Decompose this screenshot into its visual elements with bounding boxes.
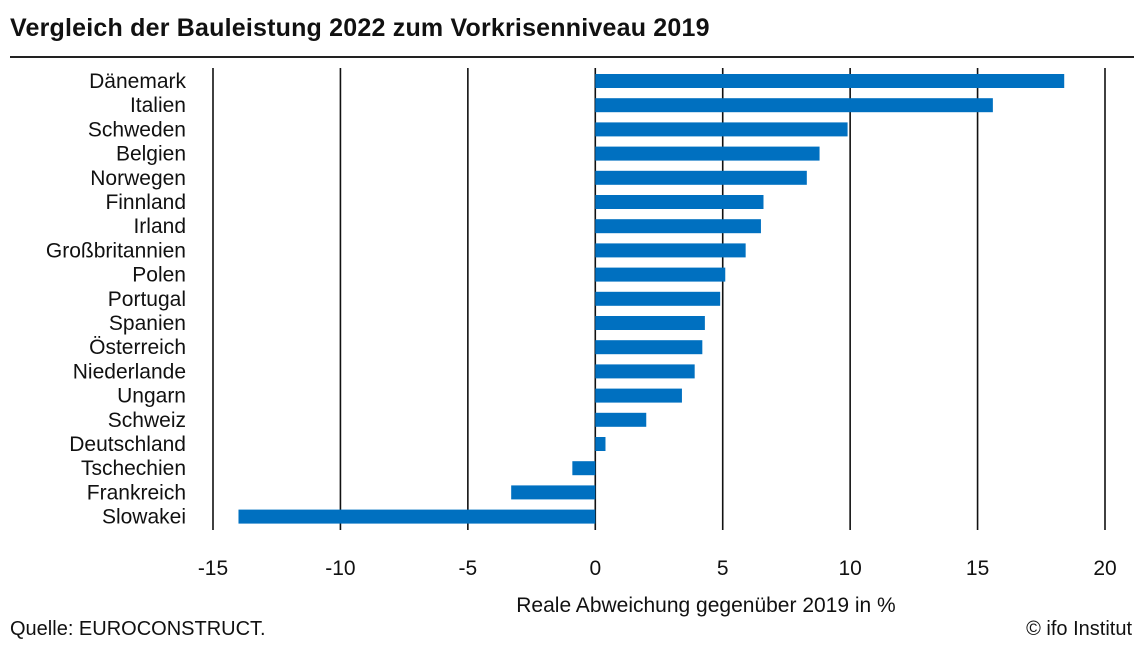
category-label: Italien: [130, 94, 186, 117]
bar: [595, 316, 705, 330]
x-tick-label: -10: [325, 557, 355, 580]
bar: [595, 122, 848, 137]
category-label: Portugal: [108, 288, 186, 311]
x-tick-labels: -15 -10 -5 0 5 10 15 20: [198, 557, 1117, 580]
category-label: Slowakei: [102, 506, 186, 529]
category-label: Österreich: [89, 336, 186, 359]
category-label: Norwegen: [90, 167, 186, 190]
bars: [238, 74, 1065, 524]
x-tick-label: 0: [589, 557, 601, 580]
x-tick-label: 5: [717, 557, 729, 580]
category-label: Spanien: [109, 312, 186, 335]
bar: [238, 509, 596, 524]
source-note: Quelle: EUROCONSTRUCT.: [10, 618, 266, 640]
category-label: Finnland: [105, 191, 186, 214]
category-label: Belgien: [116, 143, 186, 166]
category-label: Schweiz: [108, 409, 186, 432]
copyright-note: © ifo Institut: [1026, 618, 1132, 640]
category-label: Schweden: [88, 118, 186, 141]
chart-title: Vergleich der Bauleistung 2022 zum Vorkr…: [10, 14, 710, 42]
category-label: Tschechien: [81, 457, 186, 480]
x-tick-label: 20: [1093, 557, 1116, 580]
bar: [595, 340, 703, 355]
x-tick-label: 15: [966, 557, 989, 580]
x-tick-label: -5: [459, 557, 478, 580]
bar: [595, 388, 682, 403]
bar: [595, 146, 820, 161]
category-label: Irland: [133, 215, 186, 238]
category-label: Deutschland: [69, 433, 186, 456]
bar-chart: DänemarkItalienSchwedenBelgienNorwegenFi…: [46, 68, 1117, 580]
category-label: Ungarn: [117, 385, 186, 408]
bar: [595, 98, 993, 113]
bar: [595, 219, 761, 234]
bar: [595, 364, 695, 379]
bar: [572, 461, 596, 476]
category-labels: DänemarkItalienSchwedenBelgienNorwegenFi…: [46, 70, 187, 529]
bar: [595, 291, 721, 306]
x-tick-label: 10: [838, 557, 861, 580]
category-label: Niederlande: [73, 360, 186, 383]
category-label: Dänemark: [89, 70, 186, 93]
category-label: Frankreich: [87, 481, 186, 504]
bar: [595, 437, 606, 451]
bar: [595, 74, 1065, 88]
x-axis-label: Reale Abweichung gegenüber 2019 in %: [516, 594, 896, 617]
bar: [511, 485, 596, 500]
bar: [595, 412, 647, 427]
grid-lines: [212, 68, 1106, 530]
title-divider: [10, 56, 1134, 58]
category-label: Großbritannien: [46, 239, 186, 262]
bar: [595, 267, 726, 282]
category-label: Polen: [132, 264, 186, 287]
bar: [595, 243, 746, 258]
x-tick-label: -15: [198, 557, 228, 580]
bar: [595, 195, 764, 209]
bar: [595, 170, 807, 185]
